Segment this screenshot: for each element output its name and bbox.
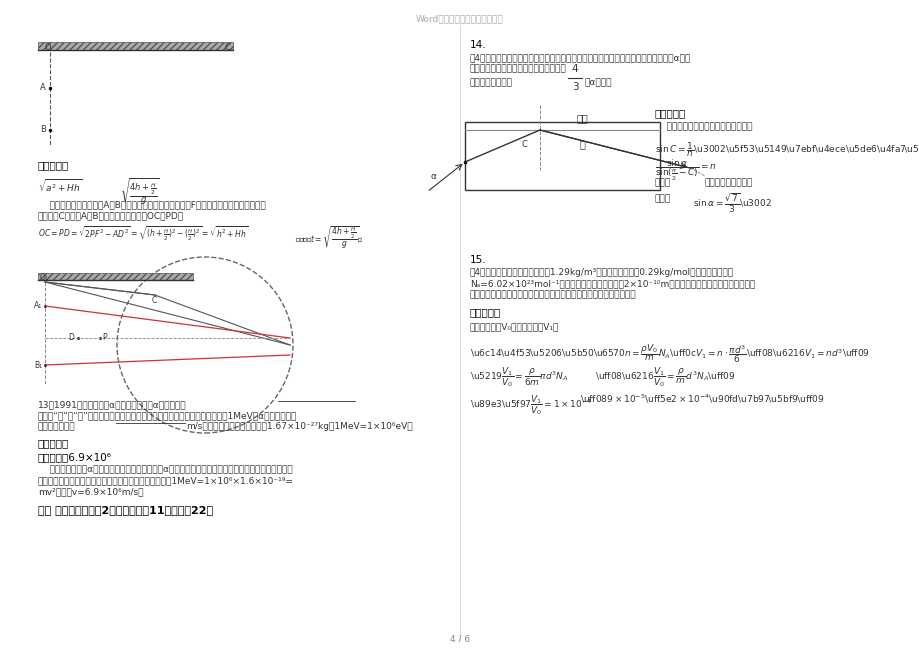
Text: 3: 3 (571, 82, 578, 92)
Text: A: A (40, 83, 46, 92)
Text: 花板切于C点并过A、B两点，如图所示，则OC＝PD，: 花板切于C点并过A、B两点，如图所示，则OC＝PD， (38, 211, 184, 220)
Text: A₁: A₁ (34, 301, 42, 311)
Text: O: O (45, 43, 51, 52)
Text: 解析：（等时圆法）作A、B的中垂线，在中垂线上找一点F为圆心，作一个圆，该圆与天: 解析：（等时圆法）作A、B的中垂线，在中垂线上找一点F为圆心，作一个圆，该圆与天 (38, 200, 266, 209)
Text: mv²，解得v=6.9×10⁶m/s。: mv²，解得v=6.9×10⁶m/s。 (38, 487, 143, 496)
Text: 解析：当光线在水面发生全放射时有: 解析：当光线在水面发生全放射时有 (654, 122, 752, 131)
Text: 参考答案：: 参考答案： (654, 108, 686, 118)
Text: 13．1991年卢瑟福依据α粒子散射实验中α粒子发生了: 13．1991年卢瑟福依据α粒子散射实验中α粒子发生了 (38, 400, 187, 409)
Text: C: C (521, 140, 528, 149)
Text: 据可得: 据可得 (654, 194, 670, 203)
Text: D: D (68, 333, 74, 342)
Text: 抓住了这个现象进行分析，提出了原子的核式结构模型；1MeV=1×10⁶×1.6×10⁻¹⁹=: 抓住了这个现象进行分析，提出了原子的核式结构模型；1MeV=1×10⁶×1.6×… (38, 476, 293, 485)
Text: \u89e3\u5f97$\dfrac{V_1}{V_0}=1\times10^{-4}$: \u89e3\u5f97$\dfrac{V_1}{V_0}=1\times10^… (470, 393, 592, 417)
Text: m/s。（质子和中子的质量均为1.67×10⁻²⁷kg，1MeV=1×10⁶eV）: m/s。（质子和中子的质量均为1.67×10⁻²⁷kg，1MeV=1×10⁶eV… (186, 422, 413, 431)
Text: 已知水的折射角为: 已知水的折射角为 (470, 78, 513, 87)
Text: （选填“大”或“小”）角度散射现象，提出了原子的核式结构模型。若用动能为1MeV的α粒子轰击金箔: （选填“大”或“小”）角度散射现象，提出了原子的核式结构模型。若用动能为1MeV… (38, 411, 297, 420)
Text: Word文档下载后（可任意编辑）: Word文档下载后（可任意编辑） (415, 14, 504, 23)
Bar (38, 42, 233, 50)
Text: O₁: O₁ (40, 273, 49, 282)
Text: B: B (40, 126, 46, 135)
Text: \uff08$9\times10^{-5}$\uff5e$2\times10^{-4}$\u90fd\u7b97\u5bf9\uff09: \uff08$9\times10^{-5}$\uff5e$2\times10^{… (579, 393, 823, 406)
Text: 4: 4 (571, 64, 578, 74)
Text: $\dfrac{\sin\alpha}{\sin(\frac{\pi}{2}-C)}=n$: $\dfrac{\sin\alpha}{\sin(\frac{\pi}{2}-C… (654, 158, 716, 183)
Text: ，则其速度约为: ，则其速度约为 (38, 422, 75, 431)
Text: 空气: 空气 (575, 113, 587, 123)
Text: 线恰好在不和空气的界面上发生全反射。: 线恰好在不和空气的界面上发生全反射。 (470, 64, 566, 73)
Text: ，α的値。: ，α的値。 (584, 78, 612, 87)
Text: 参考答案：: 参考答案： (38, 438, 69, 448)
Text: 三、 简答题：本题兲2小题，每小隉11分，共计22分: 三、 简答题：本题兲2小题，每小隉11分，共计22分 (38, 505, 213, 515)
Text: $\sin\alpha=\dfrac{\sqrt{7}}{3}$\u3002: $\sin\alpha=\dfrac{\sqrt{7}}{3}$\u3002 (692, 192, 771, 215)
Text: \u5219$\dfrac{V_1}{V_0}=\dfrac{\rho}{6m}\pi d^3 N_A$: \u5219$\dfrac{V_1}{V_0}=\dfrac{\rho}{6m}… (470, 365, 568, 389)
Text: 答案：大，6.9×10⁶: 答案：大，6.9×10⁶ (38, 452, 112, 462)
Text: 参考答案：: 参考答案： (38, 160, 69, 170)
Text: α: α (430, 172, 437, 181)
Text: \u6c14\u4f53\u5206\u5b50\u6570$n=\dfrac{\rho V_0}{m}N_A$\uff0c$V_1=n\cdot\dfrac{: \u6c14\u4f53\u5206\u5b50\u6570$n=\dfrac{… (470, 342, 869, 365)
Text: 设气体体积为V₀，液体体积为V₁：: 设气体体积为V₀，液体体积为V₁： (470, 322, 559, 331)
Text: 水: 水 (578, 139, 584, 149)
Text: ，联立这两式代入数: ，联立这两式代入数 (704, 178, 753, 187)
Text: $\sqrt{a^2+Hh}$: $\sqrt{a^2+Hh}$ (38, 178, 82, 195)
Text: B₁: B₁ (34, 361, 42, 370)
Text: Nₐ=6.02×10²³mol⁻¹，取气体分子的平均直径为2×10⁻¹⁰m，若气泡内的气体能完全变为液体，: Nₐ=6.02×10²³mol⁻¹，取气体分子的平均直径为2×10⁻¹⁰m，若气… (470, 279, 754, 288)
Text: 请估算液体体积与原来气体体积的比値。（结果保留一位有效数字）。: 请估算液体体积与原来气体体积的比値。（结果保留一位有效数字）。 (470, 290, 636, 299)
Bar (464, 122, 659, 190)
Text: 14.: 14. (470, 40, 486, 50)
Text: 定律有: 定律有 (654, 178, 670, 187)
Text: $OC=PD=\sqrt{2PF^2-AD^2}=\sqrt{(h+\frac{H}{2})^2-(\frac{H}{2})^2}=\sqrt{h^2+Hh}$: $OC=PD=\sqrt{2PF^2-AD^2}=\sqrt{(h+\frac{… (38, 224, 248, 243)
Text: 参考答案：: 参考答案： (470, 307, 501, 317)
Text: C: C (225, 43, 231, 52)
Text: $\sqrt{\dfrac{4h+\frac{H}{2}}{g}}$: $\sqrt{\dfrac{4h+\frac{H}{2}}{g}}$ (119, 176, 160, 206)
Text: 15.: 15. (470, 255, 486, 265)
Text: 4 / 6: 4 / 6 (449, 634, 470, 643)
Text: P: P (102, 333, 107, 342)
Text: （4分）一束单色光由左侧时的清水的薄壁圆柱比，图为过轴线的截面图，调整入射角α，光: （4分）一束单色光由左侧时的清水的薄壁圆柱比，图为过轴线的截面图，调整入射角α，… (470, 53, 690, 62)
Bar (38, 273, 193, 280)
Text: C: C (152, 296, 157, 305)
Text: $\sin C=\dfrac{1}{n}$\u3002\u5f53\u5149\u7ebf\u4ece\u5de6\u4fa7\u5c04\u5165\u65f: $\sin C=\dfrac{1}{n}$\u3002\u5f53\u5149\… (654, 140, 919, 159)
Text: \uff08\u6216$\dfrac{V_1}{V_0}=\dfrac{\rho}{m}d^3 N_A$\uff09: \uff08\u6216$\dfrac{V_1}{V_0}=\dfrac{\rh… (595, 365, 734, 389)
Text: ，时间是$t=\sqrt{\dfrac{4h+\frac{H}{2}}{g}}$。: ，时间是$t=\sqrt{\dfrac{4h+\frac{H}{2}}{g}}$… (295, 224, 363, 249)
Text: （4分）已知气泡内气体的密度为1.29kg/m³，平均摩尔质量为0.29kg/mol。阿伏加德罗常数: （4分）已知气泡内气体的密度为1.29kg/m³，平均摩尔质量为0.29kg/m… (470, 268, 733, 277)
Text: 解析：卢瑟福在α粒子散射实验中发现了大多数α粒子没有大的偏转，少数发生了较大的偏转，卢瑟福: 解析：卢瑟福在α粒子散射实验中发现了大多数α粒子没有大的偏转，少数发生了较大的偏… (38, 465, 292, 474)
